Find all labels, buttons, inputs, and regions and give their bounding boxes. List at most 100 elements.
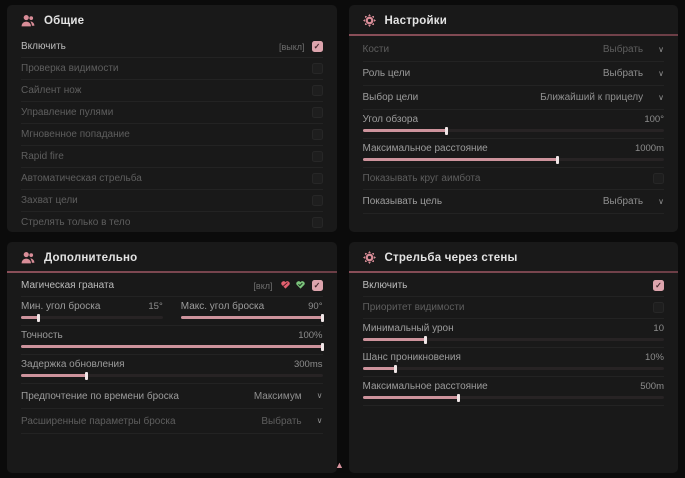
checkbox[interactable] [311,63,323,74]
setting-row-penetration-chance: Шанс проникновения 10% [362,348,664,377]
setting-row-target-lock: Захват цели [21,190,323,212]
users-icon [21,251,35,264]
setting-label: Магическая граната [21,280,115,291]
panel-general: Общие Включить [выкл] ✓ Проверка видимос… [7,5,337,232]
target-role-dropdown[interactable]: Выбрать ∨ [603,68,664,79]
panel-title: Стрельба через стены [384,251,518,264]
penetration-chance-slider[interactable] [362,364,664,373]
dropdown-value: Ближайший к прицелу [540,92,644,103]
setting-row-target-select: Выбор цели Ближайший к прицелу ∨ [362,86,664,110]
update-delay-slider[interactable] [21,371,323,380]
panel-general-header: Общие [7,5,337,34]
setting-row-throw-time-pref: Предпочтение по времени броска Максимум … [21,384,323,409]
chevron-down-icon: ∨ [316,391,323,400]
checkbox[interactable]: ✓ [311,280,323,291]
setting-label: Управление пулями [21,107,114,118]
checkbox[interactable] [311,129,323,140]
slider-thumb[interactable] [320,342,324,351]
slider-value: 10 [653,323,664,334]
users-icon [21,14,35,27]
checkbox[interactable] [311,173,323,184]
accuracy-slider[interactable] [21,342,324,351]
scroll-up-indicator[interactable]: ▲ [335,460,344,470]
show-target-dropdown[interactable]: Выбрать ∨ [603,196,664,207]
fov-slider[interactable] [362,126,664,135]
setting-label: Захват цели [21,195,78,206]
check-icon: ✓ [313,280,321,290]
gear-icon [362,14,376,27]
checkbox[interactable] [653,302,664,313]
header-divider [348,34,678,36]
setting-row-enable: Включить ✓ [362,275,664,297]
panel-wallshoot: Стрельба через стены Включить ✓ Приорите… [348,242,678,473]
setting-label: Включить [362,280,408,291]
setting-label: Кости [362,44,390,55]
slider-label: Максимальное расстояние [362,143,488,154]
slider-value: 100% [298,330,323,341]
max-distance-slider[interactable] [362,155,664,164]
min-throw-angle-slider[interactable] [21,313,163,322]
setting-row-min-damage: Минимальный урон 10 [362,319,664,348]
setting-row-fov: Угол обзора 100° [362,110,664,139]
heart-off-icon[interactable] [280,279,291,293]
slider-label: Мин. угол броска [21,301,101,312]
heart-check-icon[interactable] [295,279,306,293]
slider-thumb[interactable] [423,335,427,344]
setting-label: Расширенные параметры броска [21,415,176,427]
slider-thumb[interactable] [444,126,448,135]
throw-time-pref-dropdown[interactable]: Максимум ∨ [254,391,323,402]
advanced-throw-dropdown[interactable]: Выбрать ∨ [261,416,322,427]
checkbox[interactable] [311,217,323,228]
checkbox[interactable]: ✓ [311,41,323,52]
checkbox[interactable] [311,151,323,162]
min-damage-slider[interactable] [362,335,664,344]
slider-value: 15° [148,301,163,312]
chevron-down-icon: ∨ [658,92,664,102]
keybind-hint: [выкл] [278,41,305,52]
target-select-dropdown[interactable]: Ближайший к прицелу ∨ [540,92,664,103]
checkbox[interactable] [653,173,664,184]
dropdown-value: Выбрать [261,415,302,427]
chevron-down-icon: ∨ [658,44,664,54]
slider-thumb[interactable] [85,371,89,380]
dropdown-value: Выбрать [602,68,644,79]
setting-row-auto-fire: Автоматическая стрельба [21,168,323,190]
checkbox[interactable]: ✓ [653,280,664,291]
header-divider [7,271,337,273]
walls-max-distance-slider[interactable] [362,393,664,402]
panel-settings-rows: Кости Выбрать ∨ Роль цели Выбрать ∨ Выбо… [349,36,679,214]
checkbox[interactable] [311,107,323,118]
setting-row-silent-knife: Сайлент нож [21,80,323,102]
bones-dropdown[interactable]: Выбрать ∨ [603,44,664,55]
slider-value: 10% [644,352,664,363]
slider-label: Угол обзора [362,114,419,125]
setting-label: Показывать круг аимбота [362,173,481,184]
setting-row-enable: Включить [выкл] ✓ [21,36,323,58]
slider-value: 300ms [293,359,323,370]
max-throw-angle-slider[interactable] [180,313,324,322]
setting-label: Rapid fire [21,151,64,162]
slider-value: 500m [640,381,664,392]
slider-label: Задержка обновления [21,359,125,370]
slider-thumb[interactable] [37,313,41,322]
setting-row-visibility-check: Проверка видимости [21,58,323,80]
slider-value: 90° [308,301,323,312]
slider-thumb[interactable] [556,155,560,164]
slider-thumb[interactable] [456,393,460,402]
setting-label: Стрелять только в тело [21,217,131,228]
slider-thumb[interactable] [320,313,324,322]
setting-row-bones: Кости Выбрать ∨ [362,38,664,62]
dropdown-value: Выбрать [602,44,644,55]
slider-thumb[interactable] [393,364,397,373]
panel-title: Дополнительно [44,251,138,264]
setting-label: Мгновенное попадание [21,129,130,140]
setting-label: Выбор цели [362,92,419,103]
checkbox[interactable] [311,195,323,206]
panel-additional: Дополнительно Магическая граната [вкл] [7,242,337,473]
checkbox[interactable] [311,85,323,96]
setting-label: Автоматическая стрельба [21,173,142,184]
check-icon: ✓ [655,280,662,290]
setting-label: Сайлент нож [21,85,82,96]
setting-row-target-role: Роль цели Выбрать ∨ [362,62,664,86]
panel-additional-header: Дополнительно [7,242,337,271]
